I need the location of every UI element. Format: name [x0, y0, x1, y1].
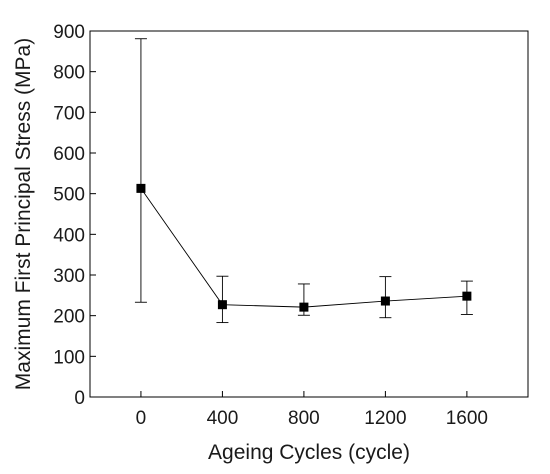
x-tick-label: 0 [136, 408, 147, 429]
y-tick-label: 500 [53, 185, 85, 206]
y-tick-label: 100 [53, 347, 85, 368]
data-point [299, 302, 309, 312]
y-axis: 0 100 200 300 400 500 600 700 800 900 [53, 22, 96, 409]
series-layer [134, 38, 473, 324]
x-tick-label: 1200 [364, 408, 406, 429]
y-tick-label: 800 [53, 63, 85, 84]
y-tick-label: 900 [53, 22, 85, 43]
plot-frame [89, 30, 529, 398]
y-tick-label: 600 [53, 144, 85, 165]
y-tick-label: 0 [74, 388, 85, 409]
y-tick-label: 200 [53, 307, 85, 328]
x-tick-label: 1600 [446, 408, 488, 429]
x-axis-title: Ageing Cycles (cycle) [208, 441, 410, 464]
y-tick-label: 400 [53, 225, 85, 246]
data-point [380, 296, 390, 306]
y-tick-label: 700 [53, 103, 85, 124]
y-axis-title: Maximum First Principal Stress (MPa) [12, 38, 35, 390]
x-tick-label: 400 [207, 408, 239, 429]
data-point [462, 291, 472, 301]
y-tick-label: 300 [53, 266, 85, 287]
data-point [136, 183, 146, 193]
x-tick-label: 800 [288, 408, 320, 429]
x-axis: 0 400 800 1200 1600 [136, 391, 488, 429]
data-point [217, 300, 227, 310]
